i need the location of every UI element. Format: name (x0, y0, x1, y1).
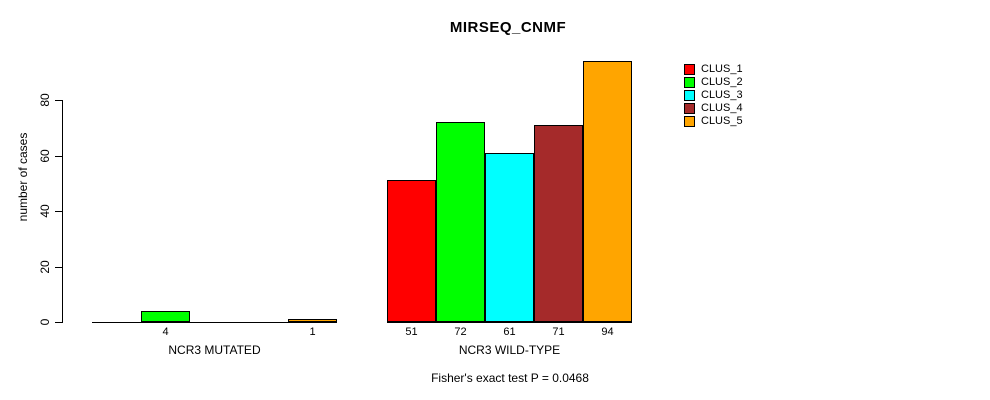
bar-value-label: 94 (601, 326, 614, 338)
legend-item-clus-3: CLUS_3 (684, 89, 743, 102)
legend-label: CLUS_4 (701, 102, 743, 114)
legend-item-clus-4: CLUS_4 (684, 102, 743, 115)
legend-label: CLUS_2 (701, 76, 743, 88)
chart-title: MIRSEQ_CNMF (449, 19, 567, 36)
legend-label: CLUS_1 (701, 63, 743, 75)
y-axis-line (62, 100, 63, 323)
bar-clus-3-ncr3-wild-type (485, 153, 534, 322)
bar-value-label: 71 (552, 326, 565, 338)
y-axis-tick (55, 322, 62, 323)
category-label-ncr3-wild-type: NCR3 WILD-TYPE (458, 343, 561, 357)
bar-value-label: 4 (162, 326, 169, 338)
y-axis-label: number of cases (16, 132, 30, 222)
legend-item-clus-2: CLUS_2 (684, 76, 743, 89)
x-axis-baseline (92, 322, 337, 323)
legend-swatch-clus-4 (684, 103, 695, 114)
bar-value-label: 1 (309, 326, 316, 338)
y-axis-tick-label: 0 (38, 318, 52, 326)
y-axis-tick-label: 80 (38, 93, 52, 107)
bar-clus-5-ncr3-mutated (288, 319, 337, 322)
x-axis-baseline (387, 322, 632, 323)
y-axis-tick (55, 100, 62, 101)
y-axis-tick-label: 20 (38, 260, 52, 274)
y-axis-tick-label: 60 (38, 149, 52, 163)
y-axis-tick (55, 156, 62, 157)
legend-item-clus-1: CLUS_1 (684, 63, 743, 76)
bar-value-label: 51 (405, 326, 418, 338)
legend-item-clus-5: CLUS_5 (684, 115, 743, 128)
bar-value-label: 72 (454, 326, 467, 338)
legend-label: CLUS_3 (701, 89, 743, 101)
y-axis-tick (55, 267, 62, 268)
legend-swatch-clus-5 (684, 116, 695, 127)
bar-clus-2-ncr3-mutated (141, 311, 190, 322)
legend-swatch-clus-2 (684, 77, 695, 88)
legend-swatch-clus-1 (684, 64, 695, 75)
legend-label: CLUS_5 (701, 115, 743, 127)
bar-clus-2-ncr3-wild-type (436, 122, 485, 322)
y-axis-tick-label: 40 (38, 204, 52, 218)
legend-swatch-clus-3 (684, 90, 695, 101)
annotation-text: Fisher's exact test P = 0.0468 (431, 371, 589, 385)
bar-clus-1-ncr3-wild-type (387, 180, 436, 322)
bar-value-label: 61 (503, 326, 516, 338)
category-label-ncr3-mutated: NCR3 MUTATED (168, 343, 261, 357)
legend: CLUS_1 CLUS_2 CLUS_3 CLUS_4 CLUS_5 (684, 63, 743, 128)
y-axis-tick (55, 211, 62, 212)
bar-clus-4-ncr3-wild-type (534, 125, 583, 322)
bar-clus-5-ncr3-wild-type (583, 61, 632, 322)
